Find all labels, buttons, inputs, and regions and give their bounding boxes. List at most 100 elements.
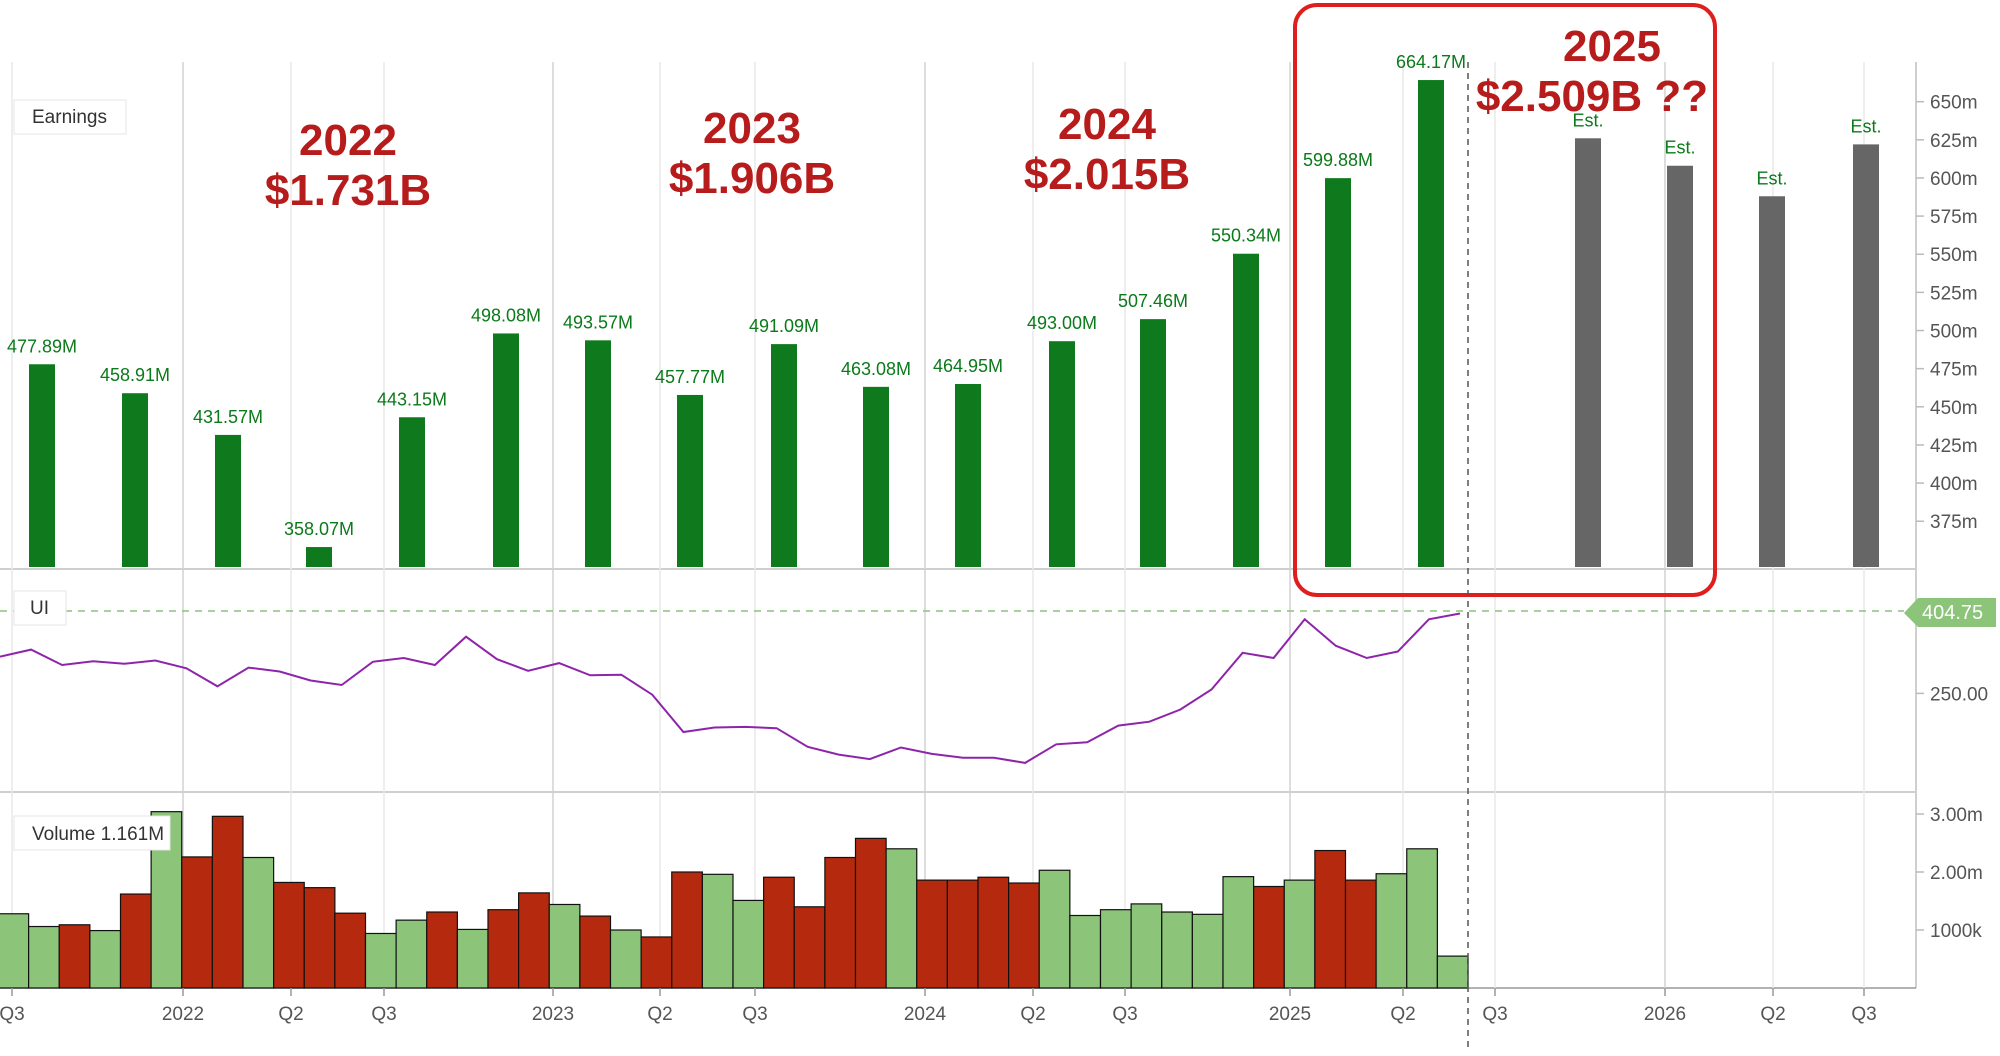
volume-bar <box>334 912 367 989</box>
earnings-value-label: 431.57M <box>193 407 263 427</box>
year-2025-label: 2025 <box>1563 22 1661 71</box>
x-tick-label: 2026 <box>1644 1004 1686 1025</box>
earnings-y-tick-label: 625m <box>1930 131 1978 152</box>
price-pane-label: UI <box>30 598 49 619</box>
x-tick-label: Q3 <box>742 1004 767 1025</box>
volume-bar <box>518 892 550 989</box>
volume-bar <box>364 932 397 989</box>
earnings-value-label: 443.15M <box>377 389 447 409</box>
volume-bar <box>395 919 428 989</box>
earnings-y-tick-label: 425m <box>1930 436 1978 457</box>
volume-bar <box>946 879 979 989</box>
x-tick-label: Q3 <box>371 1004 396 1025</box>
volume-bar <box>181 856 213 989</box>
earnings-y-tick-label: 550m <box>1930 245 1978 266</box>
earnings-bar <box>122 393 148 567</box>
price-y-tick-label: 250.00 <box>1930 684 1988 705</box>
volume-bar <box>426 911 458 989</box>
x-tick-label: Q3 <box>0 1004 25 1025</box>
x-tick-label: Q3 <box>1112 1004 1137 1025</box>
highlight-box-2025 <box>1293 3 1717 597</box>
price-label-box <box>13 590 67 626</box>
earnings-value-label: 599.88M <box>1303 150 1373 170</box>
volume-bar <box>916 879 948 989</box>
volume-bar <box>977 876 1010 989</box>
volume-bar <box>824 856 857 989</box>
volume-bar <box>671 871 703 989</box>
earnings-bar <box>1325 178 1351 567</box>
volume-bar <box>885 848 918 989</box>
estimate-label: Est. <box>1850 116 1881 136</box>
year-2022-label: 2022 <box>299 116 397 165</box>
volume-bar <box>303 887 336 989</box>
volume-bar <box>1008 882 1040 989</box>
volume-bar <box>0 913 30 989</box>
volume-bar <box>1191 913 1224 989</box>
year-2023-label: 2023 <box>703 104 801 153</box>
volume-bar <box>1375 873 1408 989</box>
volume-y-axis: 3.00m 2.00m 1000k <box>1916 805 1983 942</box>
volume-bar <box>211 815 244 989</box>
x-tick-label: 2024 <box>904 1004 947 1025</box>
earnings-bar <box>771 344 797 567</box>
volume-bar <box>579 915 612 989</box>
earnings-y-tick-label: 650m <box>1930 93 1978 114</box>
volume-bars <box>0 811 1469 989</box>
estimate-bar <box>1759 196 1785 567</box>
earnings-y-axis: 650m 625m 600m 575m 550m 525m 500m 475m 450m 425m… <box>1916 93 1978 533</box>
volume-bar <box>732 899 765 989</box>
earnings-value-label: 550.34M <box>1211 226 1281 246</box>
volume-bar <box>456 928 489 989</box>
earnings-bar <box>29 364 55 567</box>
x-tick-label: Q2 <box>647 1004 672 1025</box>
volume-label-box <box>13 815 171 851</box>
earnings-bar <box>1140 319 1166 567</box>
x-axis-labels: Q3 2022 Q2 Q3 2023 Q2 Q3 2024 Q2 Q3 2025 Q2 Q3 2026 Q2… <box>0 988 1877 1025</box>
earnings-bar <box>677 394 703 567</box>
earnings-value-labels: 477.89M 458.91M 431.57M 358.07M 443.15M 498.0… <box>7 52 1882 539</box>
estimate-bar <box>1575 138 1601 567</box>
vertical-gridlines <box>11 62 1865 988</box>
volume-bar <box>793 906 826 989</box>
volume-bar <box>1038 869 1071 989</box>
earnings-value-label: 491.09M <box>749 316 819 336</box>
earnings-bar <box>1049 341 1075 567</box>
volume-bar <box>1314 849 1347 989</box>
x-tick-label: 2025 <box>1269 1004 1311 1025</box>
year-2024-total: $2.015B <box>1024 150 1190 199</box>
earnings-label-box <box>13 99 127 135</box>
estimate-bar <box>1667 165 1693 568</box>
earnings-bar <box>1233 253 1259 567</box>
year-2022-total: $1.731B <box>265 166 431 215</box>
x-tick-label: Q3 <box>1851 1004 1876 1025</box>
earnings-y-tick-label: 525m <box>1930 283 1978 304</box>
volume-bar <box>609 929 642 989</box>
earnings-value-label: 664.17M <box>1396 52 1466 72</box>
earnings-bar <box>955 383 981 567</box>
price-panel: 250.00 <box>0 610 1988 764</box>
year-2025-total: $2.509B ?? <box>1476 72 1708 121</box>
volume-bar <box>1161 911 1193 989</box>
earnings-y-tick-label: 575m <box>1930 207 1978 228</box>
earnings-bar <box>399 417 425 567</box>
earnings-y-tick-label: 500m <box>1930 322 1978 343</box>
current-price-tag-shape <box>1904 598 1996 627</box>
earnings-value-label: 477.89M <box>7 336 77 356</box>
earnings-y-tick-label: 600m <box>1930 169 1978 190</box>
volume-bar <box>28 925 60 989</box>
earnings-value-label: 493.57M <box>563 312 633 332</box>
x-tick-label: Q3 <box>1482 1004 1507 1025</box>
volume-bar <box>1069 914 1102 989</box>
volume-bar <box>89 929 122 989</box>
x-tick-label: Q2 <box>278 1004 303 1025</box>
earnings-value-label: 463.08M <box>841 359 911 379</box>
volume-bar <box>1130 903 1163 989</box>
earnings-value-label: 457.77M <box>655 367 725 387</box>
x-tick-label: 2023 <box>532 1004 574 1025</box>
x-tick-label: Q2 <box>1760 1004 1785 1025</box>
earnings-pane-label: Earnings <box>32 107 107 128</box>
estimate-label: Est. <box>1572 110 1603 130</box>
earnings-y-tick-label: 400m <box>1930 474 1978 495</box>
volume-bar <box>58 924 91 989</box>
